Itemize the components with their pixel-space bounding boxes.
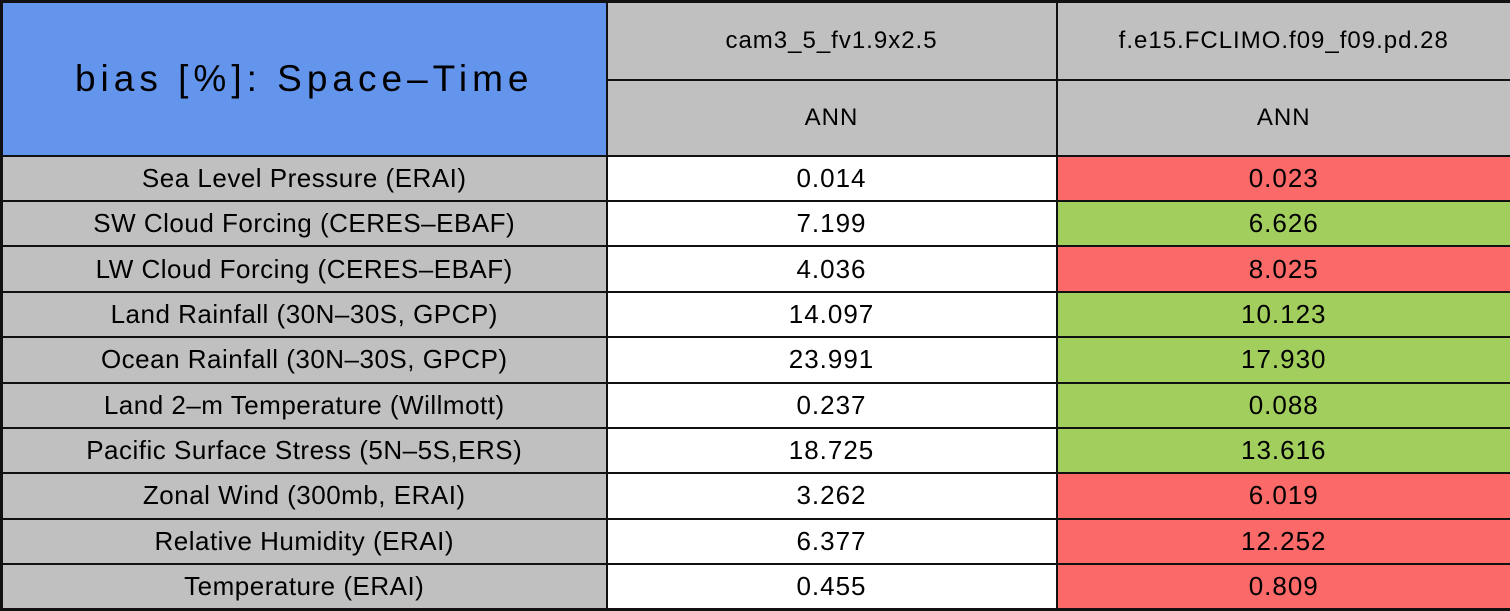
control-value: 14.097 [605,290,1058,339]
metric-label: Sea Level Pressure (ERAI) [0,154,608,203]
table-row: Zonal Wind (300mb, ERAI) 3.262 6.019 [0,472,1510,520]
metric-label: Temperature (ERAI) [0,562,608,611]
test-value: 8.025 [1055,245,1510,293]
metric-label: Ocean Rainfall (30N–30S, GPCP) [0,336,608,384]
table-row: Relative Humidity (ERAI) 6.377 12.252 [0,517,1510,565]
metric-label: Land Rainfall (30N–30S, GPCP) [0,290,608,339]
test-value: 12.252 [1055,517,1510,565]
test-value: 0.088 [1055,381,1510,429]
header-model-row: bias [%]: Space–Time cam3_5_fv1.9x2.5 f.… [0,0,1510,157]
table-row: Land Rainfall (30N–30S, GPCP) 14.097 10.… [0,290,1510,339]
season-header-test: ANN [1055,79,1510,157]
table-row: Ocean Rainfall (30N–30S, GPCP) 23.991 17… [0,336,1510,384]
test-value: 6.019 [1055,472,1510,520]
test-value: 10.123 [1055,290,1510,339]
table-row: SW Cloud Forcing (CERES–EBAF) 7.199 6.62… [0,200,1510,248]
metric-label: Relative Humidity (ERAI) [0,517,608,565]
table-row: Sea Level Pressure (ERAI) 0.014 0.023 [0,154,1510,203]
column-header-control-model: cam3_5_fv1.9x2.5 [605,0,1058,82]
control-value: 4.036 [605,245,1058,293]
test-value: 0.809 [1055,562,1510,611]
test-value: 17.930 [1055,336,1510,384]
control-value: 7.199 [605,200,1058,248]
control-value: 23.991 [605,336,1058,384]
control-value: 0.237 [605,381,1058,429]
table-row: Pacific Surface Stress (5N–5S,ERS) 18.72… [0,426,1510,475]
control-value: 3.262 [605,472,1058,520]
control-value: 6.377 [605,517,1058,565]
table-row: Temperature (ERAI) 0.455 0.809 [0,562,1510,611]
test-value: 6.626 [1055,200,1510,248]
table-title: bias [%]: Space–Time [0,0,608,157]
metric-label: SW Cloud Forcing (CERES–EBAF) [0,200,608,248]
metric-label: Land 2–m Temperature (Willmott) [0,381,608,429]
table-row: LW Cloud Forcing (CERES–EBAF) 4.036 8.02… [0,245,1510,293]
test-value: 13.616 [1055,426,1510,475]
control-value: 0.455 [605,562,1058,611]
metric-label: Pacific Surface Stress (5N–5S,ERS) [0,426,608,475]
control-value: 18.725 [605,426,1058,475]
metric-label: LW Cloud Forcing (CERES–EBAF) [0,245,608,293]
column-header-test-model: f.e15.FCLIMO.f09_f09.pd.28 [1055,0,1510,82]
test-value: 0.023 [1055,154,1510,203]
table-row: Land 2–m Temperature (Willmott) 0.237 0.… [0,381,1510,429]
season-header-control: ANN [605,79,1058,157]
control-value: 0.014 [605,154,1058,203]
header-season-row: ANN ANN [2,79,1510,157]
metric-label: Zonal Wind (300mb, ERAI) [0,472,608,520]
